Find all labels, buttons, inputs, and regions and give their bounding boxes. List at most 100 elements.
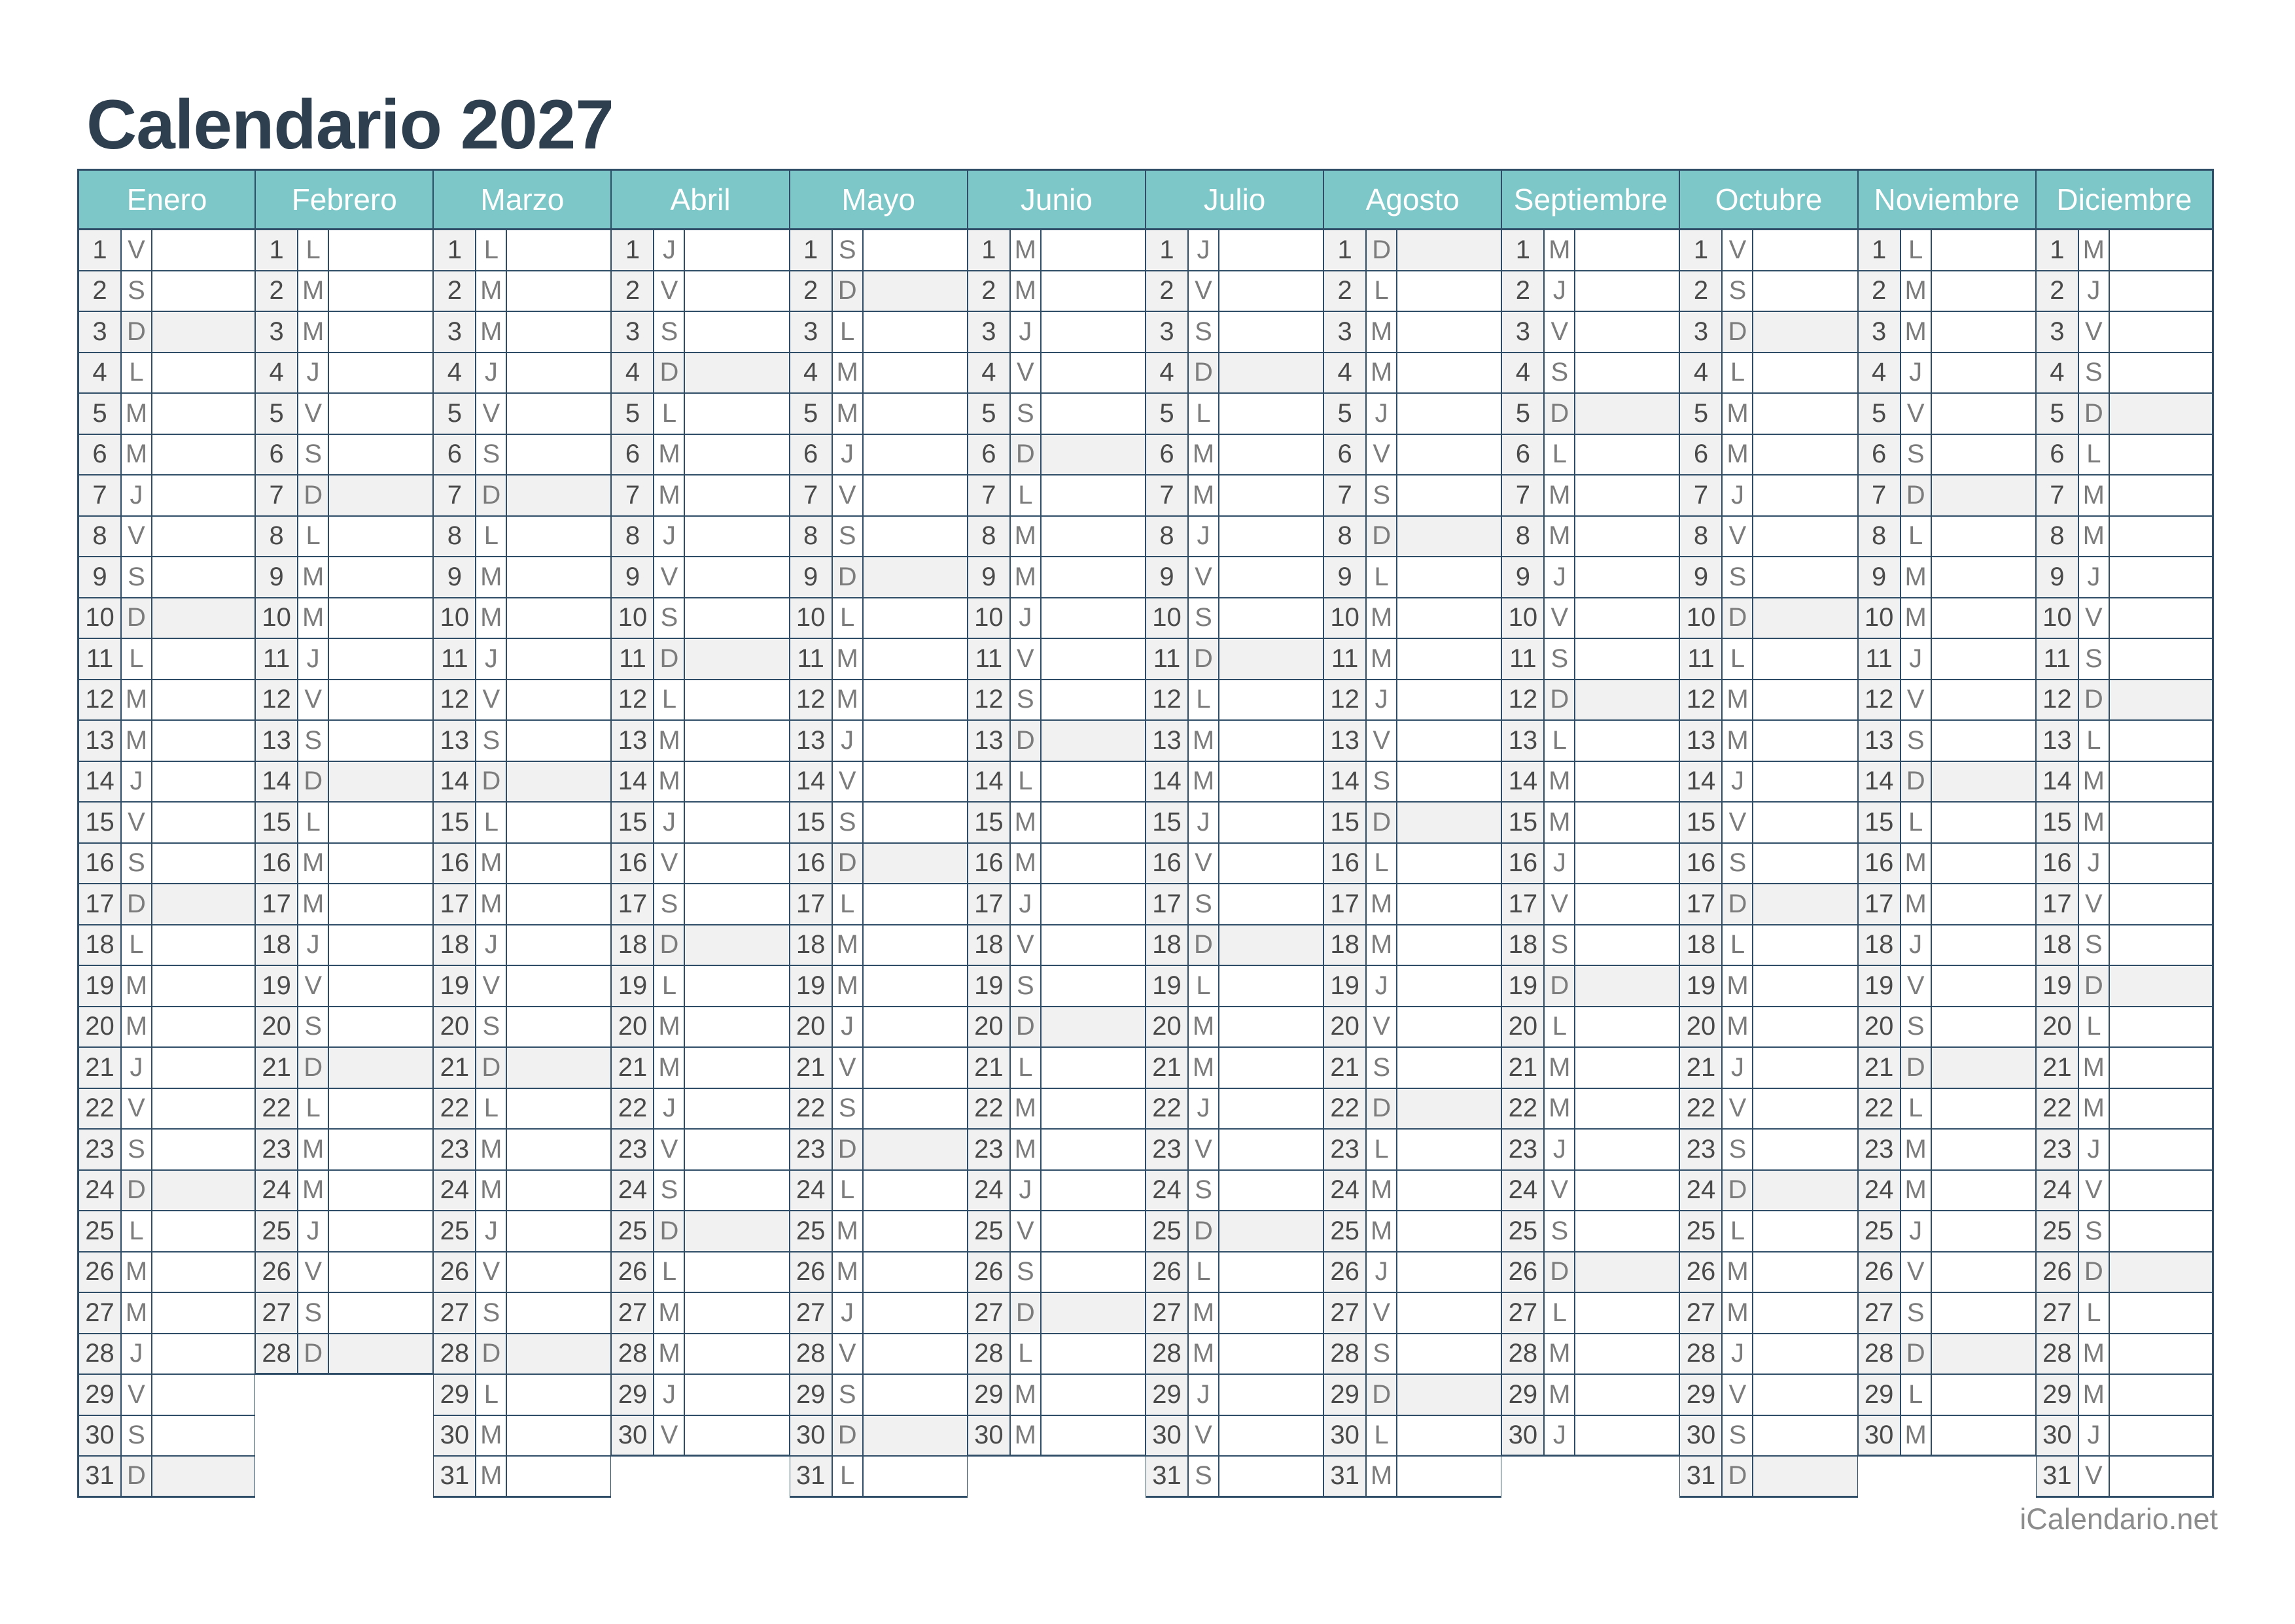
day-number-cell: 6	[1146, 434, 1189, 474]
note-cell	[1753, 966, 1857, 1006]
day-letter-cell: M	[2079, 1048, 2110, 1088]
day-letter-cell: V	[1189, 271, 1219, 311]
day-letter-cell: J	[1545, 843, 1576, 883]
note-cell	[152, 1048, 255, 1088]
note-cell	[1931, 312, 2035, 352]
note-cell	[2109, 721, 2212, 761]
note-cell	[685, 1211, 789, 1251]
note-cell	[1397, 1252, 1501, 1292]
day-row: 18 V	[967, 925, 1146, 966]
note-cell	[152, 1293, 255, 1333]
day-number-cell: 21	[1324, 1048, 1367, 1088]
day-number-cell: 8	[434, 516, 477, 556]
day-number-cell: 23	[256, 1130, 299, 1169]
day-letter-cell: M	[1011, 516, 1042, 556]
day-number-cell: 8	[1502, 516, 1545, 556]
day-letter-cell: M	[1545, 230, 1576, 270]
note-cell	[1219, 721, 1323, 761]
day-row: 28 M	[2035, 1334, 2214, 1375]
day-letter-cell: L	[1367, 1130, 1398, 1169]
day-number-cell: 2	[968, 271, 1011, 311]
note-cell	[1753, 598, 1857, 638]
note-cell	[1753, 1211, 1857, 1251]
day-row: 13 D	[967, 721, 1146, 762]
note-cell	[329, 557, 433, 597]
day-letter-cell: J	[298, 1211, 330, 1251]
note-cell	[1219, 1130, 1323, 1169]
day-row: 20 V	[1323, 1007, 1502, 1048]
day-letter-cell: D	[476, 761, 508, 801]
day-letter-cell: M	[1367, 1457, 1398, 1496]
day-number-cell: 3	[968, 312, 1011, 352]
day-number-cell: 29	[1146, 1375, 1189, 1415]
day-row: 20 L	[1501, 1007, 1680, 1048]
day-letter-cell: J	[654, 1088, 686, 1128]
note-cell	[152, 843, 255, 883]
day-letter-cell: M	[1901, 843, 1932, 883]
day-row: 18 L	[1679, 925, 1858, 966]
note-cell	[1931, 966, 2035, 1006]
day-number-cell: 23	[79, 1130, 122, 1169]
day-number-cell: 17	[968, 884, 1011, 924]
day-number-cell: 12	[1324, 680, 1367, 719]
day-letter-cell: M	[1901, 557, 1932, 597]
day-number-cell: 15	[1680, 803, 1723, 842]
day-row: 13 S	[255, 721, 434, 762]
day-letter-cell: S	[1545, 1211, 1576, 1251]
day-letter-cell: M	[2079, 475, 2110, 515]
day-letter-cell: M	[122, 1293, 152, 1333]
day-letter-cell: J	[1545, 271, 1576, 311]
day-letter-cell: D	[1901, 761, 1932, 801]
day-row: 25 L	[77, 1211, 256, 1253]
day-row: 24 S	[611, 1170, 790, 1211]
day-letter-cell: D	[298, 761, 330, 801]
note-cell	[1575, 394, 1679, 434]
day-letter-cell: V	[654, 557, 686, 597]
day-number-cell: 8	[1146, 516, 1189, 556]
day-number-cell: 29	[434, 1375, 477, 1415]
day-number-cell: 4	[2036, 353, 2079, 392]
day-number-cell: 2	[612, 271, 655, 311]
day-number-cell: 29	[790, 1375, 833, 1415]
day-number-cell: 20	[2036, 1007, 2079, 1046]
note-cell	[1041, 1007, 1145, 1046]
day-letter-cell: J	[1367, 680, 1398, 719]
month-column-abril: Abril 1 J 2 V 3 S 4 D 5 L 6 M 7 M 8 J 9 V 10 S 11 D 12 L 13 M 14 M 15…	[611, 169, 790, 1457]
day-letter-cell: S	[122, 843, 152, 883]
note-cell	[329, 394, 433, 434]
note-cell	[1753, 1334, 1857, 1373]
day-letter-cell: M	[122, 394, 152, 434]
day-number-cell: 25	[256, 1211, 299, 1251]
day-number-cell: 28	[434, 1334, 477, 1373]
day-number-cell: 17	[1858, 884, 1901, 924]
day-number-cell: 28	[1146, 1334, 1189, 1373]
day-number-cell: 15	[2036, 803, 2079, 842]
day-number-cell: 20	[1858, 1007, 1901, 1046]
day-letter-cell: S	[476, 1293, 508, 1333]
day-letter-cell: S	[1011, 966, 1042, 1006]
day-number-cell: 10	[1146, 598, 1189, 638]
day-row: 16 S	[77, 843, 256, 884]
day-letter-cell: S	[1901, 434, 1932, 474]
note-cell	[2109, 312, 2212, 352]
note-cell	[2109, 639, 2212, 679]
day-number-cell: 7	[79, 475, 122, 515]
day-row: 21 M	[2035, 1048, 2214, 1089]
day-number-cell: 12	[1502, 680, 1545, 719]
day-letter-cell: M	[298, 312, 330, 352]
footer-brand-link[interactable]: iCalendario.net	[2020, 1502, 2218, 1536]
day-number-cell: 2	[79, 271, 122, 311]
note-cell	[1041, 394, 1145, 434]
day-letter-cell: M	[654, 434, 686, 474]
